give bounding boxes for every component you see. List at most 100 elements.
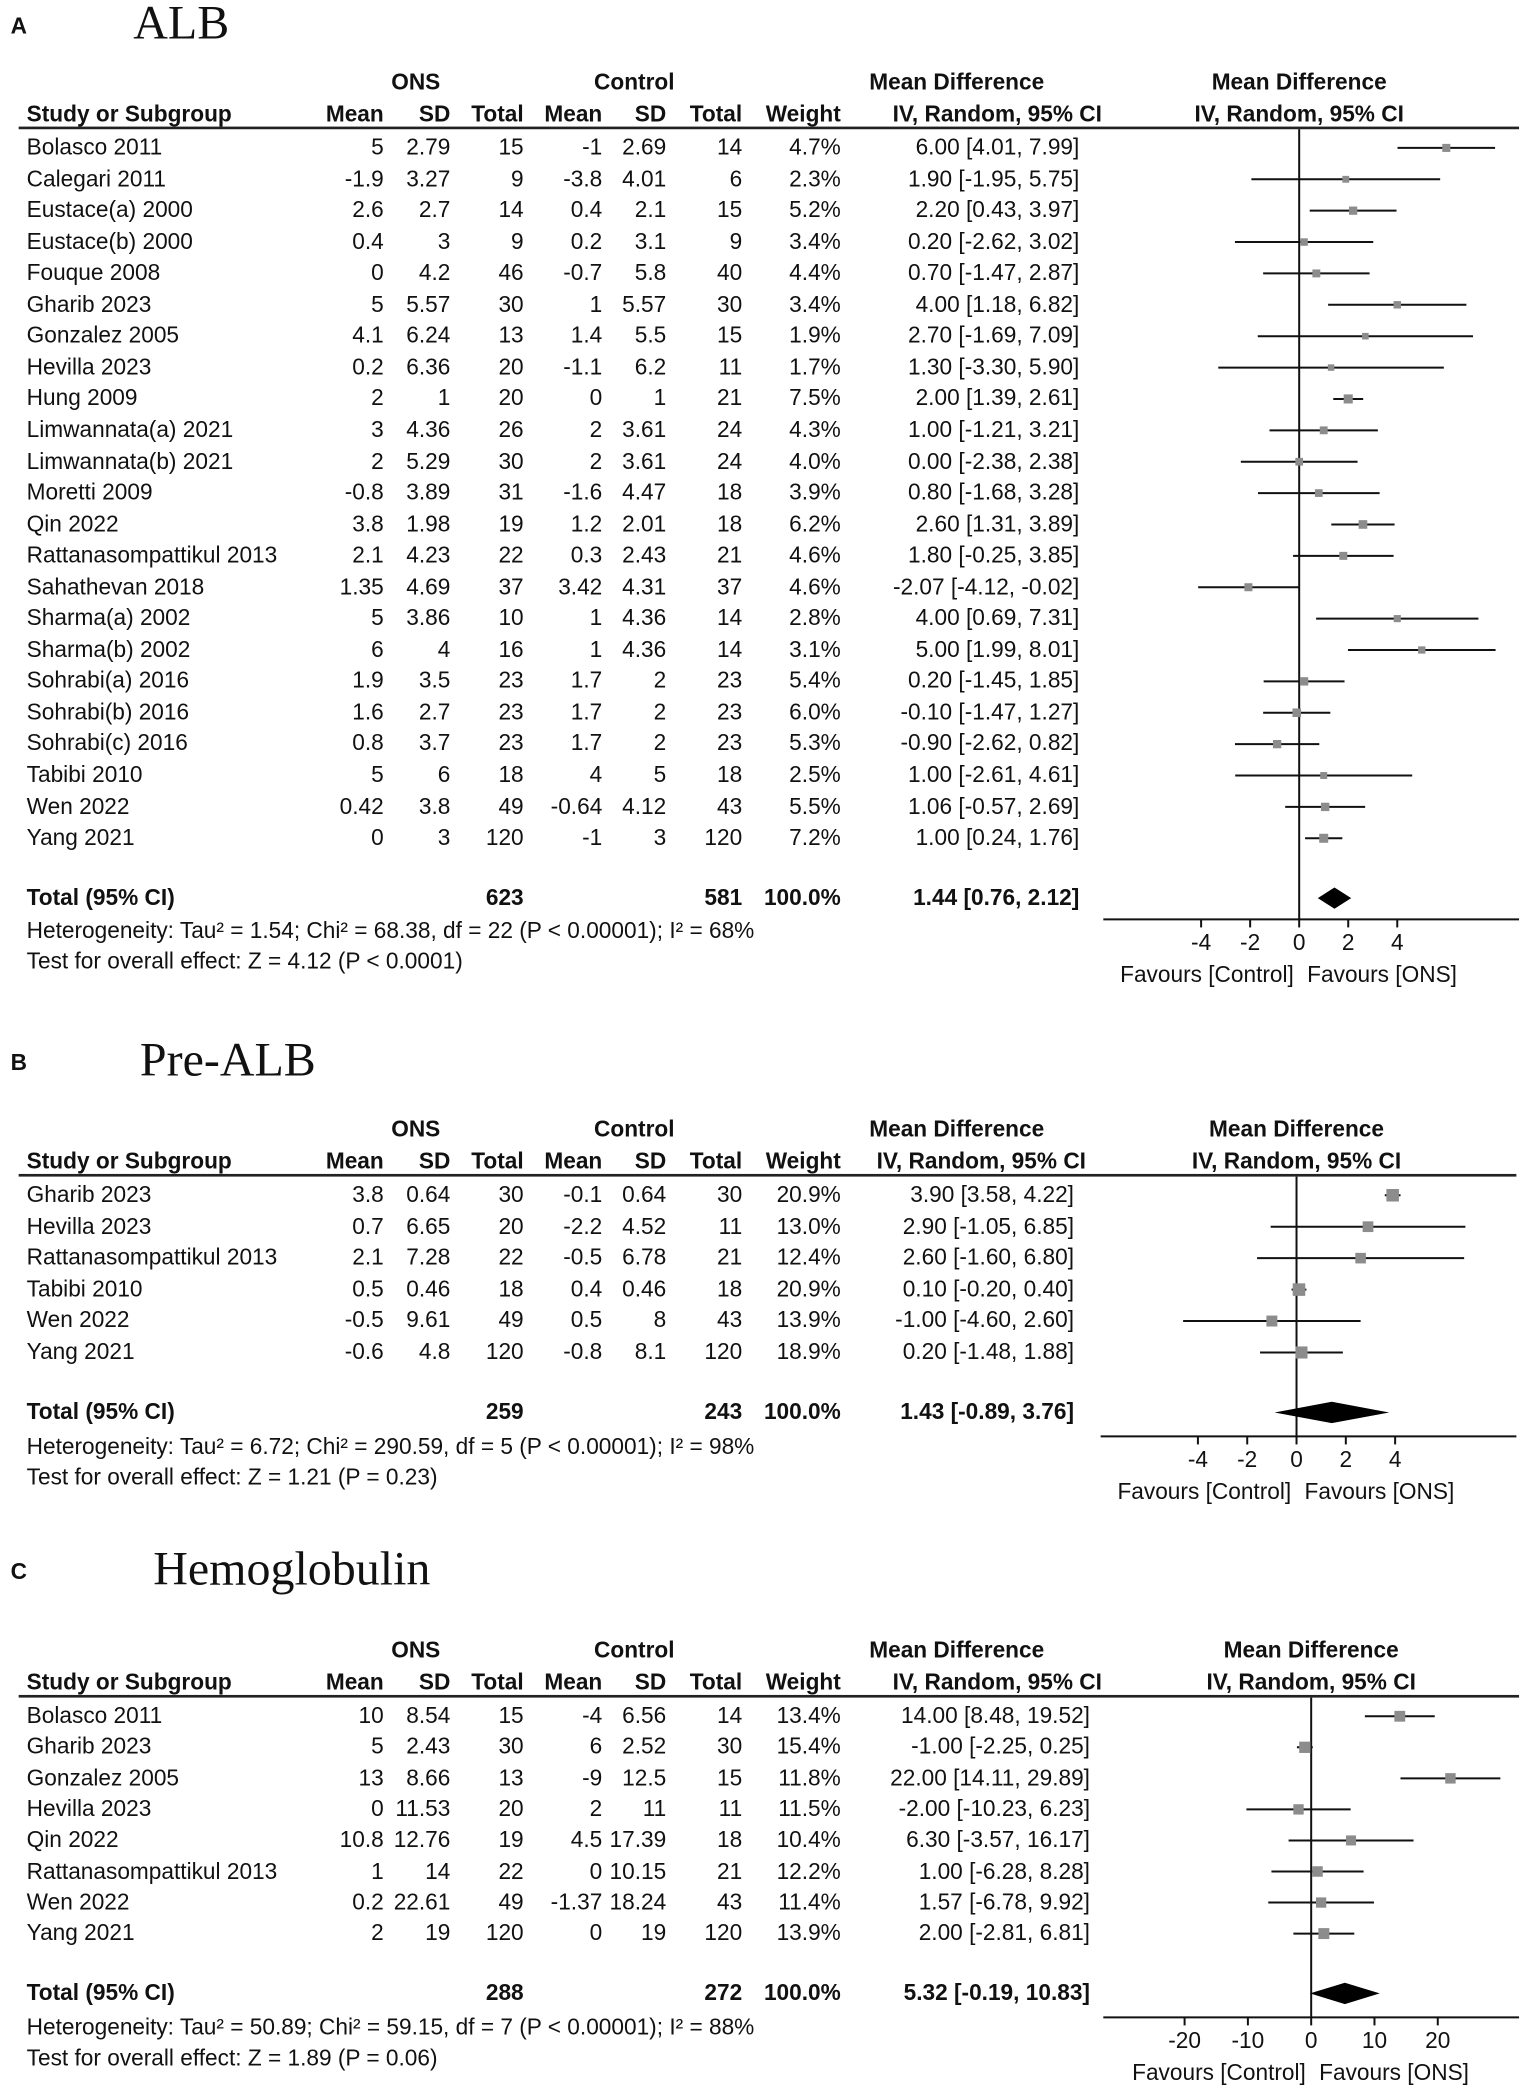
effect-marker [1394, 1710, 1406, 1722]
study-cell: 5.8 [634, 260, 667, 286]
study-cell: -0.1 [563, 1181, 603, 1208]
study-cell: 0.4 [570, 1276, 603, 1302]
study-cell: -0.7 [563, 260, 603, 286]
study-cell: 17.39 [609, 1827, 667, 1853]
study-cell: 15 [498, 1702, 524, 1729]
column-header: Weight [765, 1669, 841, 1695]
study-cell: 13.4% [776, 1702, 841, 1729]
study-cell: 18 [716, 479, 743, 506]
study-name: Wen 2022 [26, 1889, 130, 1915]
study-cell: -0.64 [550, 793, 603, 819]
study-ci: 2.90 [-1.05, 6.85] [902, 1213, 1074, 1239]
study-cell: 18.24 [609, 1889, 667, 1915]
column-header-ci: IV, Random, 95% CI [876, 1148, 1086, 1174]
study-cell: 3.9% [789, 479, 841, 506]
study-cell: 30 [716, 1733, 743, 1760]
study-name: Gonzalez 2005 [26, 322, 180, 349]
study-cell: 2.7 [418, 197, 451, 223]
effect-marker [1299, 677, 1309, 686]
group-header-plot: Mean Difference [1223, 1637, 1399, 1663]
column-header: Mean [325, 101, 384, 127]
study-cell: 2.5% [789, 762, 841, 788]
header-rule [18, 1173, 1517, 1177]
study-ci: 0.80 [-1.68, 3.28] [908, 479, 1080, 506]
column-header: Total [689, 101, 743, 127]
study-cell: 0.46 [406, 1276, 451, 1302]
x-tick-label: -2 [1237, 1447, 1258, 1473]
study-cell: -0.8 [344, 479, 384, 506]
study-cell: 0 [371, 260, 384, 286]
effect-marker [1314, 489, 1323, 497]
study-cell: 21 [716, 1858, 743, 1884]
study-cell: 49 [498, 1889, 524, 1915]
study-cell: 11.8% [778, 1765, 841, 1791]
study-cell: 18 [498, 762, 524, 788]
study-cell: 5 [371, 605, 384, 631]
study-cell: 14 [425, 1858, 451, 1884]
study-cell: 1 [589, 605, 603, 631]
study-cell: 0.8 [352, 730, 384, 757]
study-cell: 0.7 [352, 1213, 384, 1239]
study-cell: 24 [716, 416, 743, 443]
study-cell: 4.6% [789, 573, 841, 600]
pooled-diamond [1274, 1401, 1390, 1424]
total-ons: 259 [485, 1399, 524, 1425]
x-tick-label: -2 [1240, 930, 1261, 956]
study-name: Rattanasompattikul 2013 [26, 1858, 278, 1884]
panel-title: Pre-ALB [139, 1032, 316, 1086]
study-name: Qin 2022 [26, 511, 119, 537]
study-cell: 23 [716, 699, 743, 725]
effect-marker [1295, 457, 1304, 466]
x-tick-label: 0 [1290, 1447, 1303, 1473]
study-ci: 1.00 [-1.21, 3.21] [908, 416, 1080, 443]
study-cell: 1 [589, 636, 603, 662]
group-header-md: Mean Difference [869, 69, 1045, 95]
study-cell: 2.69 [622, 134, 667, 160]
study-ci: 6.30 [-3.57, 16.17] [906, 1827, 1090, 1853]
study-cell: 9 [511, 165, 524, 192]
study-cell: 3.5 [418, 668, 451, 694]
favours-control-label: Favours [Control] [1120, 962, 1294, 988]
study-ci: -0.90 [-2.62, 0.82] [900, 730, 1080, 757]
study-cell: 15 [716, 1765, 743, 1791]
study-ci: 2.70 [-1.69, 7.09] [908, 322, 1080, 349]
group-header-control: Control [594, 1637, 675, 1663]
study-cell: 1.9 [352, 668, 384, 694]
study-cell: 43 [716, 1307, 743, 1334]
study-cell: 40 [716, 260, 743, 286]
study-cell: 13 [498, 1765, 524, 1791]
study-cell: 5 [371, 291, 384, 317]
study-cell: 0.46 [622, 1276, 667, 1302]
study-cell: 3.27 [406, 165, 451, 192]
effect-marker [1292, 1283, 1306, 1296]
column-header: Weight [765, 1148, 841, 1174]
study-name: Fouque 2008 [26, 260, 161, 286]
effect-marker [1312, 1866, 1323, 1877]
study-ci: 2.20 [0.43, 3.97] [915, 197, 1080, 223]
study-cell: 6.36 [406, 354, 451, 380]
study-cell: 4 [589, 762, 603, 788]
study-cell: 20 [498, 354, 524, 380]
study-name: Rattanasompattikul 2013 [26, 1244, 278, 1271]
study-cell: 23 [716, 730, 743, 757]
x-tick-label: 4 [1390, 930, 1404, 956]
study-cell: 5 [371, 762, 384, 788]
study-cell: 11 [642, 1796, 667, 1822]
study-cell: 3.86 [406, 605, 451, 631]
panel-title: ALB [133, 0, 230, 50]
study-ci: 0.20 [-1.45, 1.85] [908, 668, 1080, 694]
study-name: Gharib 2023 [26, 1181, 152, 1208]
study-name: Hevilla 2023 [26, 354, 152, 380]
total-label: Total (95% CI) [26, 1980, 175, 2006]
group-header-ons: ONS [391, 69, 441, 95]
study-cell: 4.5 [570, 1827, 603, 1853]
overall-effect-text: Test for overall effect: Z = 1.89 (P = 0… [26, 2045, 438, 2071]
effect-marker [1266, 1315, 1278, 1327]
effect-marker [1442, 143, 1451, 152]
effect-marker [1319, 426, 1328, 435]
column-header: Total [471, 1148, 524, 1174]
study-cell: 15 [716, 322, 743, 349]
study-cell: 1.98 [406, 511, 451, 537]
study-cell: 2.1 [352, 1244, 384, 1271]
study-ci: 1.80 [-0.25, 3.85] [908, 542, 1080, 568]
